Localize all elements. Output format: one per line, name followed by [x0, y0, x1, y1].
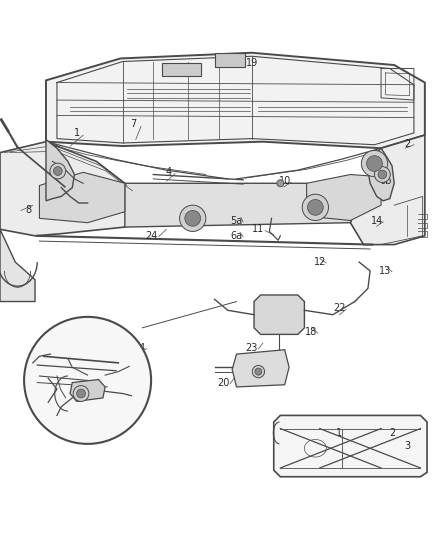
Circle shape	[367, 156, 382, 172]
Polygon shape	[307, 174, 381, 221]
Text: 10: 10	[279, 176, 291, 186]
Circle shape	[277, 180, 284, 187]
Text: 1: 1	[74, 128, 80, 138]
Circle shape	[307, 199, 323, 215]
Text: 14: 14	[134, 343, 146, 352]
Text: 27: 27	[274, 303, 286, 313]
Circle shape	[50, 163, 66, 179]
Text: 7: 7	[131, 119, 137, 129]
Circle shape	[252, 366, 265, 378]
Text: 21: 21	[268, 358, 280, 368]
Text: 19: 19	[246, 58, 258, 68]
Text: 23: 23	[246, 343, 258, 352]
Text: 18: 18	[305, 327, 317, 337]
Text: 14: 14	[371, 215, 383, 225]
Circle shape	[73, 386, 89, 401]
Text: 13: 13	[379, 266, 392, 276]
Text: 20: 20	[217, 377, 230, 387]
Polygon shape	[274, 415, 427, 477]
Text: 2: 2	[404, 139, 410, 149]
Polygon shape	[0, 142, 140, 236]
Polygon shape	[368, 148, 394, 201]
Text: 12: 12	[314, 257, 326, 267]
Text: 1: 1	[336, 428, 343, 438]
Text: 4: 4	[166, 167, 172, 177]
Text: 8: 8	[25, 205, 32, 215]
Polygon shape	[232, 350, 289, 387]
Polygon shape	[125, 183, 359, 227]
Circle shape	[378, 170, 387, 179]
Polygon shape	[350, 135, 425, 245]
Text: 5b: 5b	[368, 159, 381, 168]
Polygon shape	[0, 229, 35, 302]
Circle shape	[53, 167, 62, 175]
Polygon shape	[162, 63, 201, 76]
Circle shape	[374, 167, 390, 182]
Circle shape	[180, 205, 206, 231]
Polygon shape	[215, 53, 245, 67]
Text: 6a: 6a	[230, 231, 243, 241]
Text: 2: 2	[389, 428, 395, 438]
Text: 16: 16	[127, 389, 140, 399]
Polygon shape	[254, 295, 304, 334]
Polygon shape	[70, 379, 105, 401]
Text: 11: 11	[252, 224, 265, 235]
Text: 6b: 6b	[379, 176, 392, 186]
Polygon shape	[46, 53, 425, 148]
Text: 5a: 5a	[230, 215, 243, 225]
Text: 22: 22	[333, 303, 346, 313]
Polygon shape	[46, 140, 74, 201]
Text: 24: 24	[145, 231, 157, 241]
Polygon shape	[39, 172, 125, 223]
Circle shape	[255, 368, 262, 375]
Circle shape	[185, 211, 201, 226]
Text: 3: 3	[404, 441, 410, 451]
Circle shape	[77, 389, 85, 398]
Circle shape	[302, 194, 328, 221]
Circle shape	[24, 317, 151, 444]
Circle shape	[361, 150, 388, 177]
